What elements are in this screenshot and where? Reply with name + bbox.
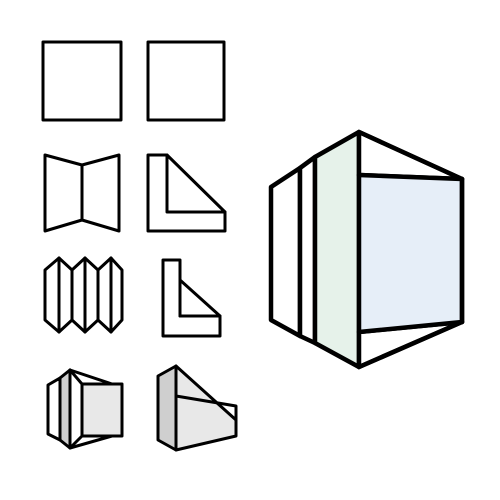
bowtie-fold-icon bbox=[43, 153, 121, 233]
triangle-fold-icon bbox=[146, 153, 227, 233]
square-panel-icon bbox=[146, 40, 226, 122]
large-open-box-icon bbox=[268, 129, 465, 370]
shaded-wedge-icon bbox=[156, 364, 238, 452]
square-panel-icon bbox=[41, 40, 123, 122]
shaded-box-icon bbox=[46, 368, 124, 450]
step-fold-icon bbox=[161, 258, 222, 338]
accordion-fold-icon bbox=[43, 256, 124, 334]
